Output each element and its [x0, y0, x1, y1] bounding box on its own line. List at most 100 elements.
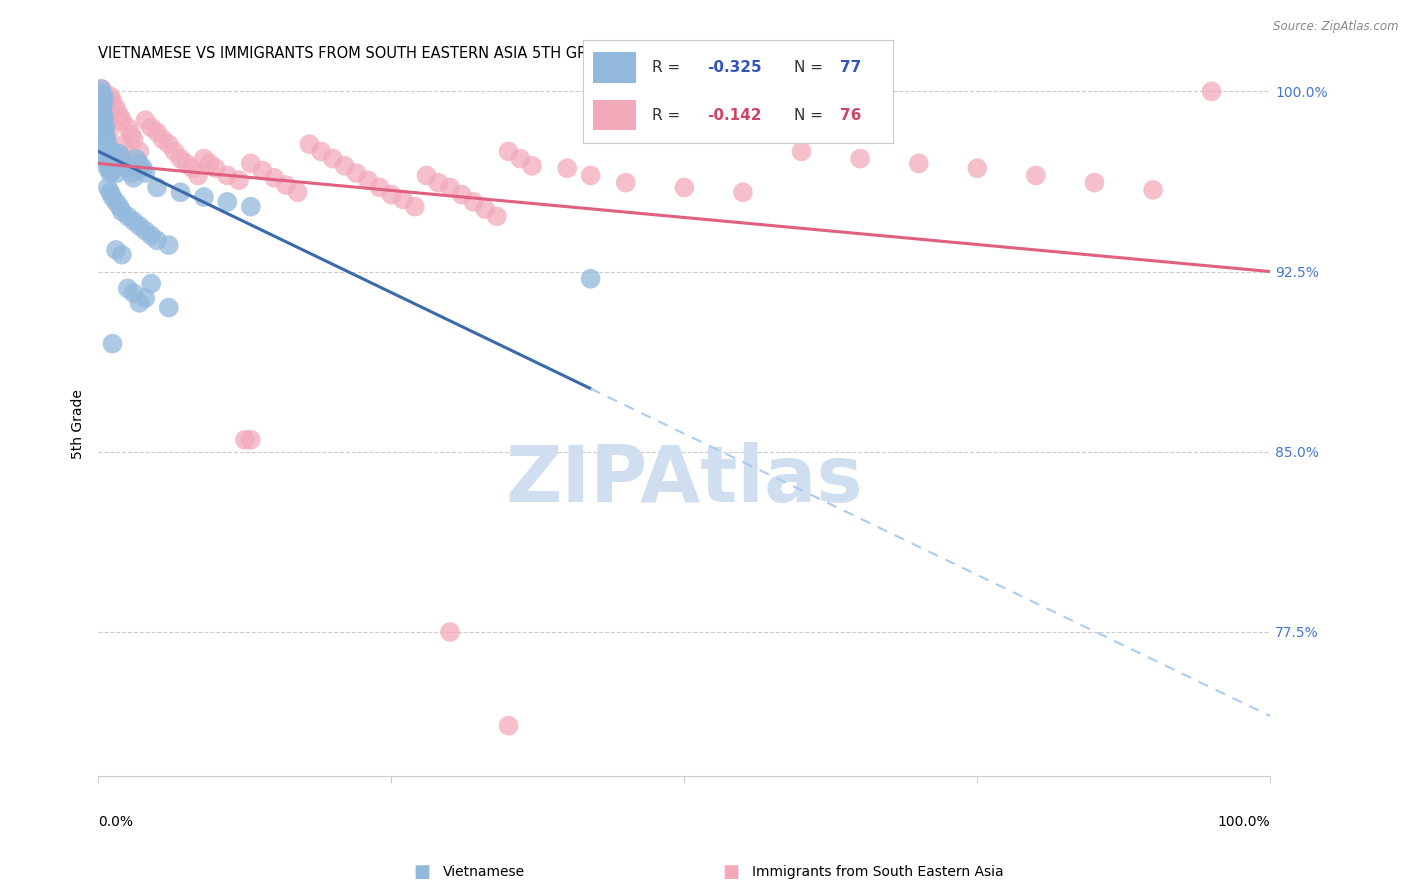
Point — [101, 336, 124, 351]
Point — [94, 142, 117, 156]
Point — [96, 106, 118, 120]
Point — [97, 139, 120, 153]
Point — [90, 115, 112, 129]
Point — [105, 166, 128, 180]
Point — [134, 113, 156, 128]
Point — [157, 137, 180, 152]
Point — [474, 202, 496, 216]
Point — [498, 719, 520, 733]
Point — [169, 152, 191, 166]
Point — [98, 156, 121, 170]
Point — [509, 152, 531, 166]
Point — [141, 277, 163, 291]
Point — [117, 281, 139, 295]
Text: -0.142: -0.142 — [707, 108, 762, 122]
Point — [101, 94, 124, 108]
Point — [97, 180, 120, 194]
Point — [134, 166, 156, 180]
Point — [120, 128, 142, 142]
Text: -0.325: -0.325 — [707, 61, 762, 75]
Text: ZIPAtlas: ZIPAtlas — [506, 442, 863, 518]
Point — [105, 194, 128, 209]
Point — [233, 433, 256, 447]
Point — [415, 169, 437, 183]
Point — [134, 291, 156, 305]
Point — [91, 122, 114, 136]
Point — [98, 186, 121, 200]
Point — [91, 89, 114, 103]
Point — [98, 89, 121, 103]
Point — [368, 180, 391, 194]
Point — [217, 194, 239, 209]
Text: 76: 76 — [841, 108, 862, 122]
Point — [357, 173, 380, 187]
Point — [97, 149, 120, 163]
Point — [141, 120, 163, 135]
Point — [93, 111, 115, 125]
Point — [404, 200, 426, 214]
Point — [485, 209, 508, 223]
Point — [91, 128, 114, 142]
Point — [579, 169, 602, 183]
Text: 77: 77 — [841, 61, 862, 75]
Point — [117, 161, 139, 176]
Point — [108, 200, 131, 214]
Point — [146, 180, 169, 194]
Point — [146, 125, 169, 139]
Point — [128, 295, 150, 310]
Point — [198, 156, 221, 170]
Point — [555, 161, 578, 176]
Point — [614, 176, 637, 190]
Point — [91, 118, 114, 132]
Point — [101, 190, 124, 204]
Point — [96, 145, 118, 159]
Point — [152, 132, 174, 146]
Text: ■: ■ — [723, 863, 740, 881]
Point — [94, 120, 117, 135]
Point — [91, 108, 114, 122]
Text: N =: N = — [794, 61, 828, 75]
Point — [94, 130, 117, 145]
Point — [298, 137, 321, 152]
Point — [217, 169, 239, 183]
Point — [134, 224, 156, 238]
FancyBboxPatch shape — [593, 53, 636, 83]
Point — [463, 194, 485, 209]
Point — [333, 159, 356, 173]
Point — [132, 161, 155, 176]
Point — [93, 91, 115, 105]
Point — [101, 145, 124, 159]
Point — [93, 87, 115, 101]
Point — [96, 154, 118, 169]
Point — [112, 156, 135, 170]
Point — [122, 214, 145, 228]
Point — [117, 120, 139, 135]
Point — [94, 96, 117, 111]
Text: 100.0%: 100.0% — [1218, 815, 1270, 829]
Point — [117, 209, 139, 223]
Text: Vietnamese: Vietnamese — [443, 865, 524, 880]
Point — [141, 228, 163, 243]
Point — [344, 166, 367, 180]
Point — [252, 163, 274, 178]
Point — [97, 161, 120, 176]
Point — [111, 248, 134, 262]
Point — [427, 176, 450, 190]
Point — [111, 204, 134, 219]
Point — [108, 108, 131, 122]
Text: R =: R = — [651, 61, 685, 75]
Point — [111, 113, 134, 128]
Point — [790, 145, 813, 159]
FancyBboxPatch shape — [593, 100, 636, 130]
Point — [103, 156, 125, 170]
Point — [111, 152, 134, 166]
Point — [309, 145, 332, 159]
Point — [91, 91, 114, 105]
Point — [120, 166, 142, 180]
Point — [380, 187, 402, 202]
Point — [94, 152, 117, 166]
Point — [204, 161, 226, 176]
Point — [96, 132, 118, 146]
Point — [439, 180, 461, 194]
Point — [1142, 183, 1164, 197]
